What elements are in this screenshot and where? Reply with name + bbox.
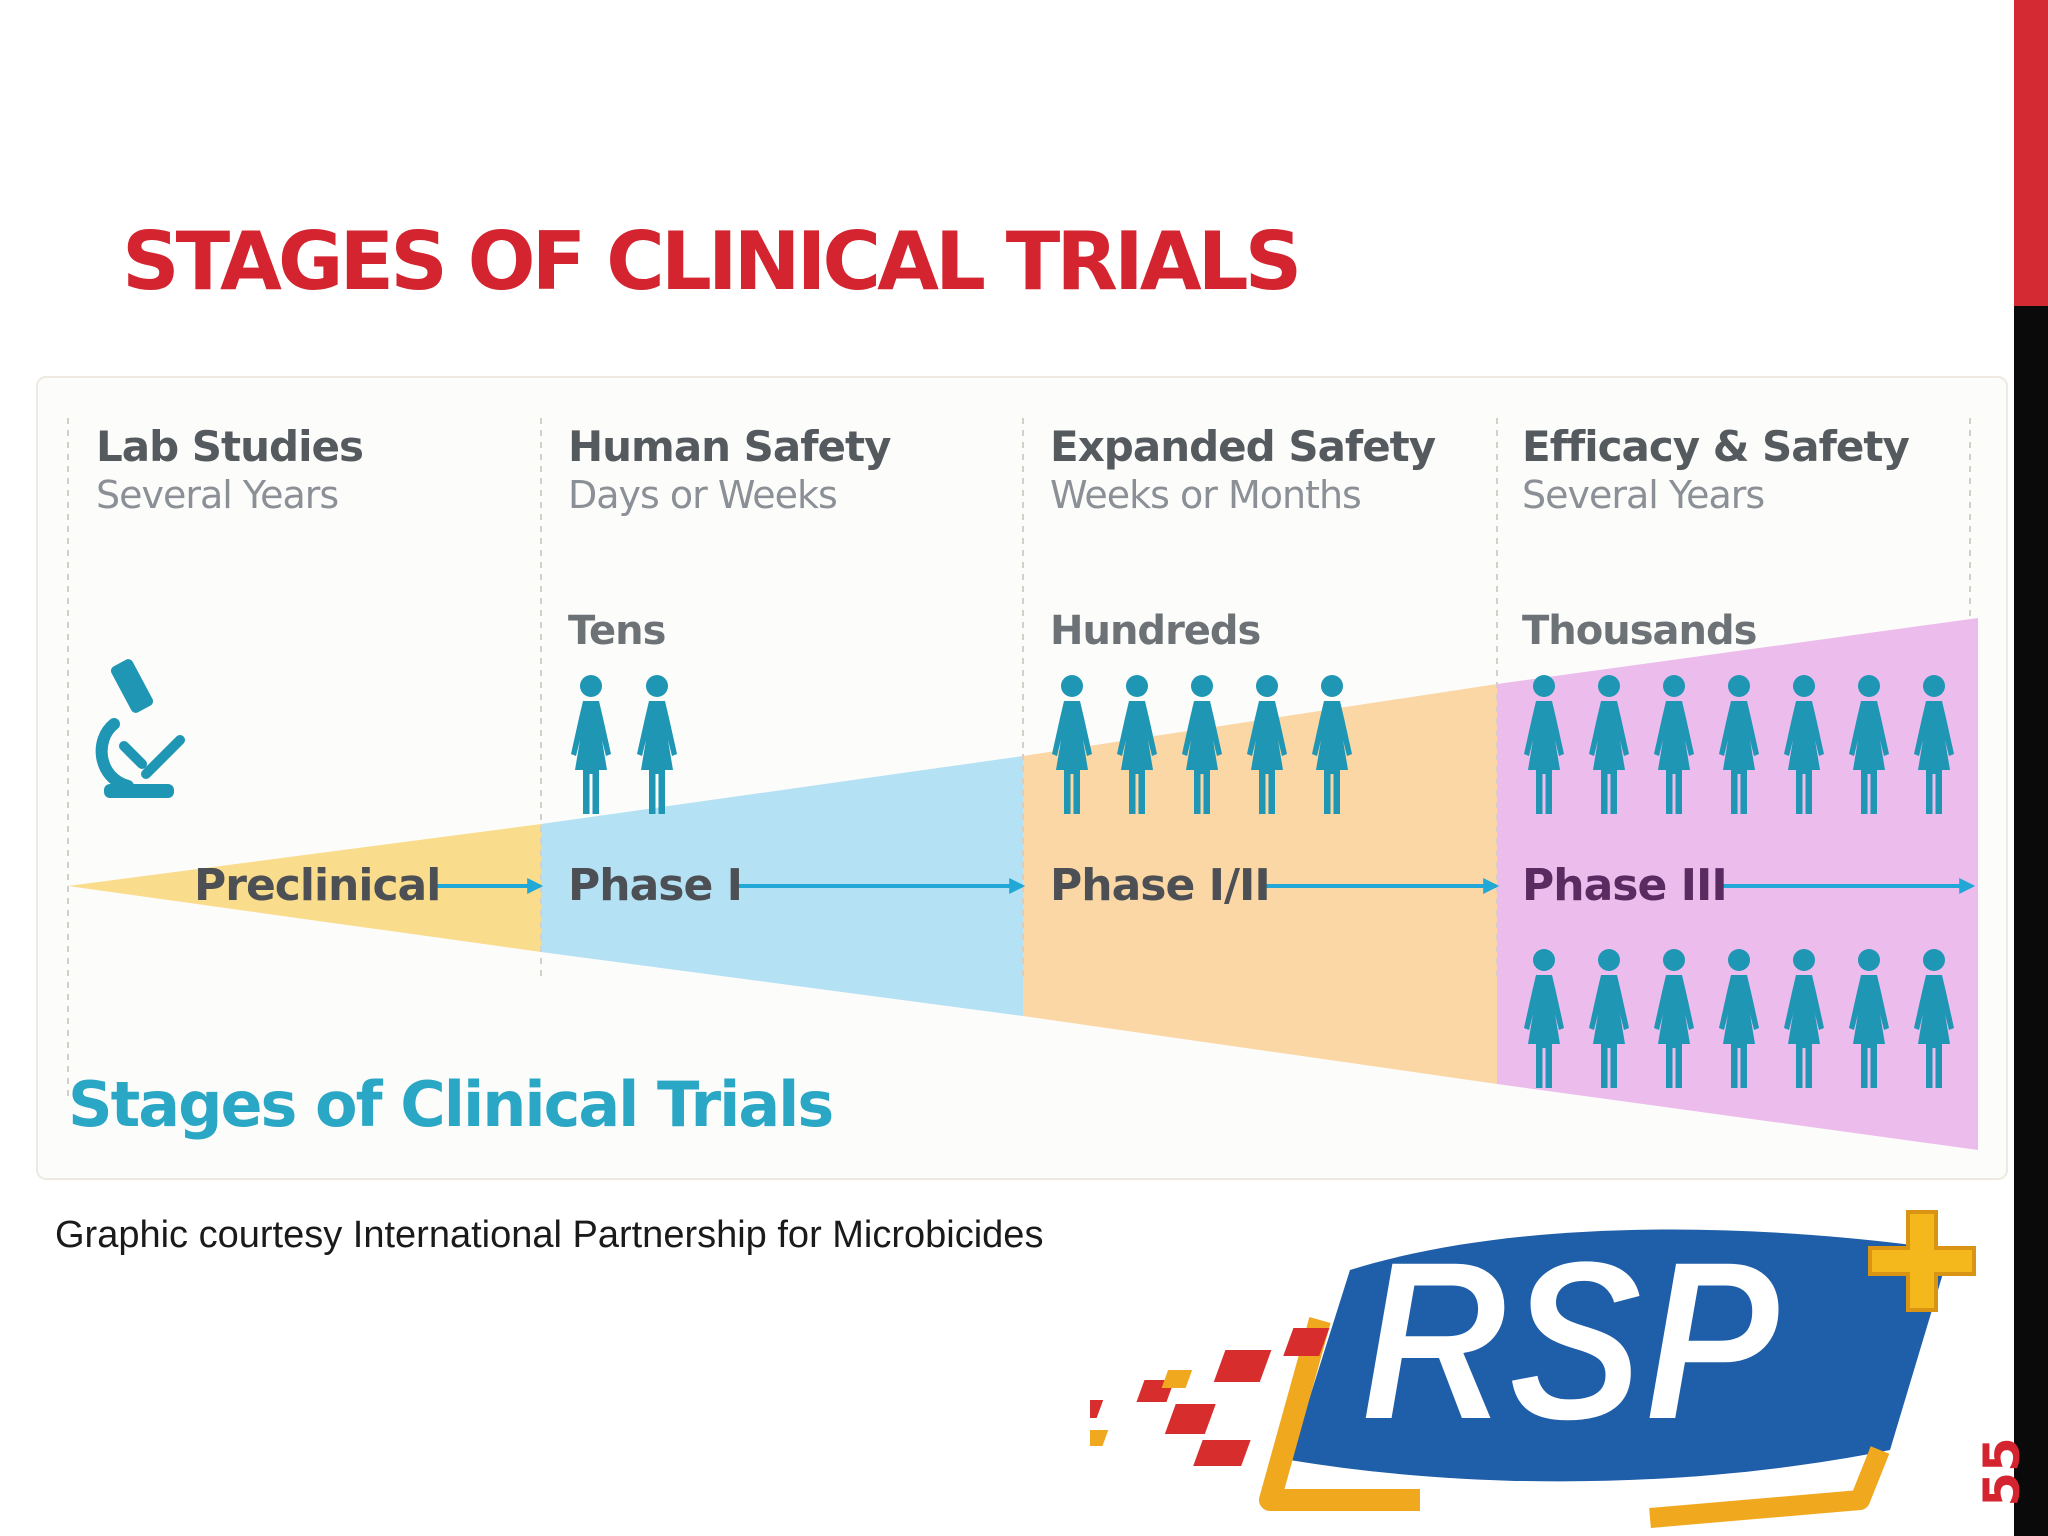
stage-duration: Several Years	[1522, 473, 1765, 518]
person-icon	[637, 675, 677, 814]
stage-title: Lab Studies	[96, 422, 364, 471]
plus-icon	[1868, 1210, 1976, 1312]
stage-title: Efficacy & Safety	[1522, 422, 1910, 471]
logo-swoosh	[1259, 1229, 1950, 1528]
slide-number: 55	[1973, 1437, 2031, 1507]
diagram-canvas	[67, 418, 1978, 1150]
participant-count-hundreds: Hundreds	[1050, 608, 1261, 654]
microscope-icon	[95, 659, 185, 798]
people-group-tens	[571, 675, 677, 814]
stage-header-human-safety: Human Safety Days or Weeks	[568, 422, 891, 520]
stage-title: Expanded Safety	[1050, 422, 1436, 471]
stage-title: Human Safety	[568, 422, 891, 471]
stage-header-expanded-safety: Expanded Safety Weeks or Months	[1050, 422, 1436, 520]
participant-count-tens: Tens	[568, 608, 666, 654]
phase-label-phase-1-2: Phase I/II	[1050, 860, 1271, 911]
rsp-logo: RSP	[1090, 1210, 1976, 1528]
stage-header-lab-studies: Lab Studies Several Years	[96, 422, 364, 520]
participant-count-thousands: Thousands	[1522, 608, 1757, 654]
stage-duration: Days or Weeks	[568, 473, 838, 518]
phase-label-phase-3: Phase III	[1522, 860, 1728, 911]
person-icon	[571, 675, 611, 814]
slide-title: STAGES OF CLINICAL TRIALS	[122, 215, 1302, 308]
phase-label-preclinical: Preclinical	[194, 860, 441, 911]
phase-label-phase-1: Phase I	[568, 860, 743, 911]
band-preclinical	[68, 824, 541, 952]
graphic-title: Stages of Clinical Trials	[68, 1068, 834, 1141]
logo-text: RSP	[1360, 1212, 1781, 1469]
stage-duration: Several Years	[96, 473, 339, 518]
clinical-trials-graphic: Lab Studies Several Years Human Safety D…	[36, 376, 2008, 1180]
stage-header-efficacy-safety: Efficacy & Safety Several Years	[1522, 422, 1910, 520]
side-accent-red	[2014, 0, 2048, 306]
logo-pixels	[1090, 1328, 1330, 1466]
image-credit-caption: Graphic courtesy International Partnersh…	[55, 1214, 1044, 1256]
stage-duration: Weeks or Months	[1050, 473, 1362, 518]
side-accent-black	[2014, 306, 2048, 1536]
